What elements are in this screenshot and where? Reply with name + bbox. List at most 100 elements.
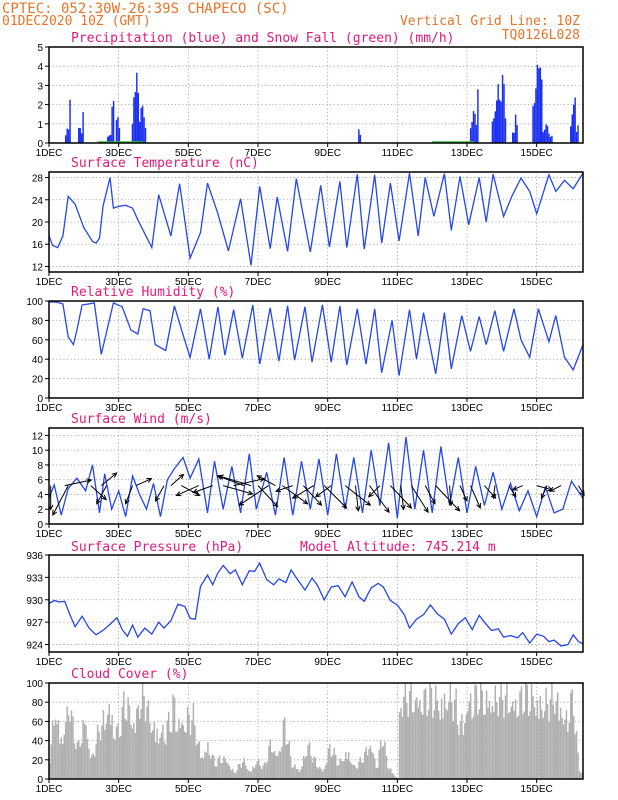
precip-bar [133,97,135,143]
cloud-bar [195,745,198,779]
temperature-title: Surface Temperature (nC) [71,156,259,171]
cloud-bar [153,722,155,779]
cloud-bar [392,774,395,779]
cloud-bar [273,750,276,779]
precip-ytick-label: 2 [37,101,43,112]
cloud-bar [461,714,463,779]
cloud-bar [527,715,530,779]
wind-xtick-label: 11DEC [382,529,414,540]
precip-bar [496,100,498,143]
temp-ytick-label: 12 [32,262,44,273]
cloud-bar [242,762,244,779]
cloud-bar [387,768,389,779]
precip-bar [67,129,70,143]
precip-bar [469,128,472,143]
cloud-bar [384,741,386,779]
wind-vector-arrow [390,485,413,509]
wind-vector-arrow [135,478,153,487]
cloud-bar [250,772,253,779]
temp-plot: 12 16 20 24 28 1DEC 3DEC 5DEC 7DEC 9DEC 11DEC 13DEC… [32,171,584,288]
cloud-bar [313,756,315,779]
cloud-bar [93,756,96,779]
cloud-bar [355,767,357,779]
cloud-bar [165,744,167,779]
cloud-bar [166,720,169,779]
precip-xtick-label: 15DEC [521,148,553,159]
cloud-bar [333,747,335,779]
cloud-bar [494,685,497,779]
cloud-bar [125,720,128,779]
cloud-bar [140,708,142,779]
cloud-bar [271,752,273,779]
header-station: CPTEC: 052:30W-26:39S CHAPECO (SC) [2,1,289,17]
cloud-bar [185,732,187,779]
cloud-bar [170,732,173,779]
cloud-bar [59,743,61,779]
temp-xtick-label: 5DEC [175,277,202,288]
cloud-bar [134,733,137,779]
cloud-bar [510,706,512,779]
cloud-bar [231,768,234,779]
cloud-bar [75,749,77,779]
cloud-bar [54,719,57,779]
pressure-xtick-label: 3DEC [105,657,132,668]
cloud-bar [475,685,478,779]
cloud-bar [559,707,562,779]
cloud-bar [186,706,189,779]
rh-frame [48,300,584,399]
cloud-bar [542,717,544,779]
wind-vector-arrow [175,485,200,497]
cloud-bar [401,716,404,779]
precip-bar [78,127,80,143]
cloud-bar [239,763,241,779]
wind-xtick-label: 9DEC [314,529,341,540]
cloud-bar [326,762,328,779]
precip-bar [511,132,514,143]
cloud-bar [539,696,542,779]
cloud-bar [408,690,411,779]
wind-vector-arrow [124,485,134,505]
wind-vector-arrow [314,485,332,498]
cloud-bar [69,721,71,779]
cloud-bar [432,717,434,779]
precip-xtick-label: 3DEC [105,148,132,159]
precip-bar [572,104,575,143]
cloud-bar [570,692,572,779]
cloud-bar [162,724,164,779]
wind-vector-arrow [344,485,372,506]
cloud-bar [546,704,549,779]
wind-vector-arrow [90,485,108,501]
pressure-xtick-label: 9DEC [314,657,341,668]
wind-series-line [48,436,584,519]
cloud-bar [275,755,277,779]
cloud-bar [183,731,186,779]
cloud-bar [574,734,576,779]
precip-bar [136,72,138,143]
cloud-bar [523,711,526,779]
cloud-bar [66,706,68,779]
precip-bar [359,134,362,143]
cloud-bar [530,684,533,779]
cloud-bar [356,768,359,779]
cloud-bar [86,739,89,779]
cloud-bar [269,739,272,779]
cloud-bar [578,770,581,779]
cloud-bar [207,742,209,779]
cloud-bar [452,720,454,779]
cloud-bar [98,731,100,779]
cloud-bar [451,702,453,779]
cloud-bar [96,724,99,779]
cloud-bar [297,768,299,779]
cloud-bar [433,710,436,779]
precip-bar [474,113,476,143]
precip-bar [535,88,537,143]
cloud-bar [50,744,52,779]
wind-vector-arrow [181,485,201,496]
wind-vector-arrow [100,472,118,486]
precip-bar [574,97,576,143]
cloud-bar [375,768,378,779]
cloud-bar [400,707,402,779]
pressure-ytick-label: 936 [26,551,43,562]
cloud-xtick-label: 5DEC [175,784,202,795]
cloud-bar [465,714,468,779]
